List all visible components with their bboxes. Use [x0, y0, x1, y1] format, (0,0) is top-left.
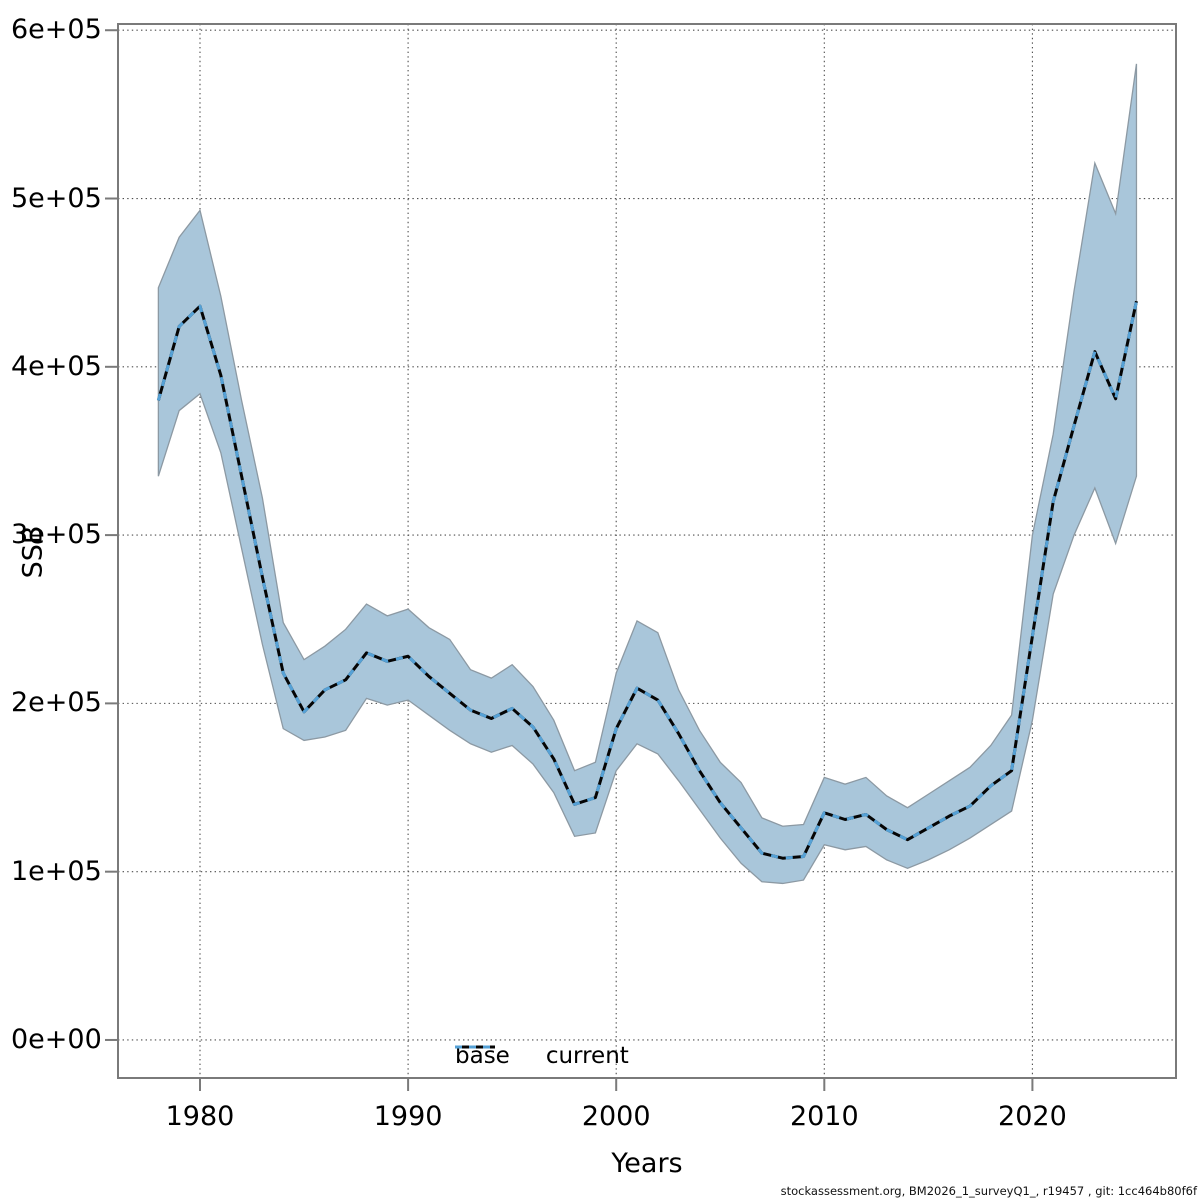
current-line-swatch: [455, 1045, 495, 1049]
y-tick-label: 3e+05: [11, 519, 102, 551]
y-axis-title: SSB: [17, 525, 49, 579]
confidence-band: [157, 63, 1138, 885]
x-tick-label: 1990: [373, 1101, 443, 1132]
plot-frame: [117, 23, 1177, 1079]
legend-item-current: current: [455, 1043, 629, 1069]
y-tick-label: 5e+05: [11, 182, 102, 214]
x-tick-label: 2000: [581, 1101, 651, 1132]
y-tick-label: 2e+05: [11, 687, 102, 719]
x-tick-label: 1980: [165, 1101, 235, 1132]
gridlines: [118, 24, 1176, 1078]
footer-provenance-text: stockassessment.org, BM2026_1_surveyQ1_,…: [780, 1184, 1197, 1198]
y-tick-label: 6e+05: [11, 14, 102, 46]
axis-tick-marks: [105, 29, 1034, 1091]
y-tick-label: 1e+05: [11, 855, 102, 887]
y-tick-label: 0e+00: [11, 1023, 102, 1055]
y-tick-label: 4e+05: [11, 350, 102, 382]
legend: base current: [455, 1043, 629, 1069]
x-tick-label: 2020: [998, 1101, 1067, 1132]
legend-label-current: current: [545, 1043, 629, 1069]
x-axis-title: Years: [611, 1148, 683, 1179]
x-tick-label: 2010: [789, 1101, 859, 1132]
current-series-line: [156, 300, 1138, 860]
